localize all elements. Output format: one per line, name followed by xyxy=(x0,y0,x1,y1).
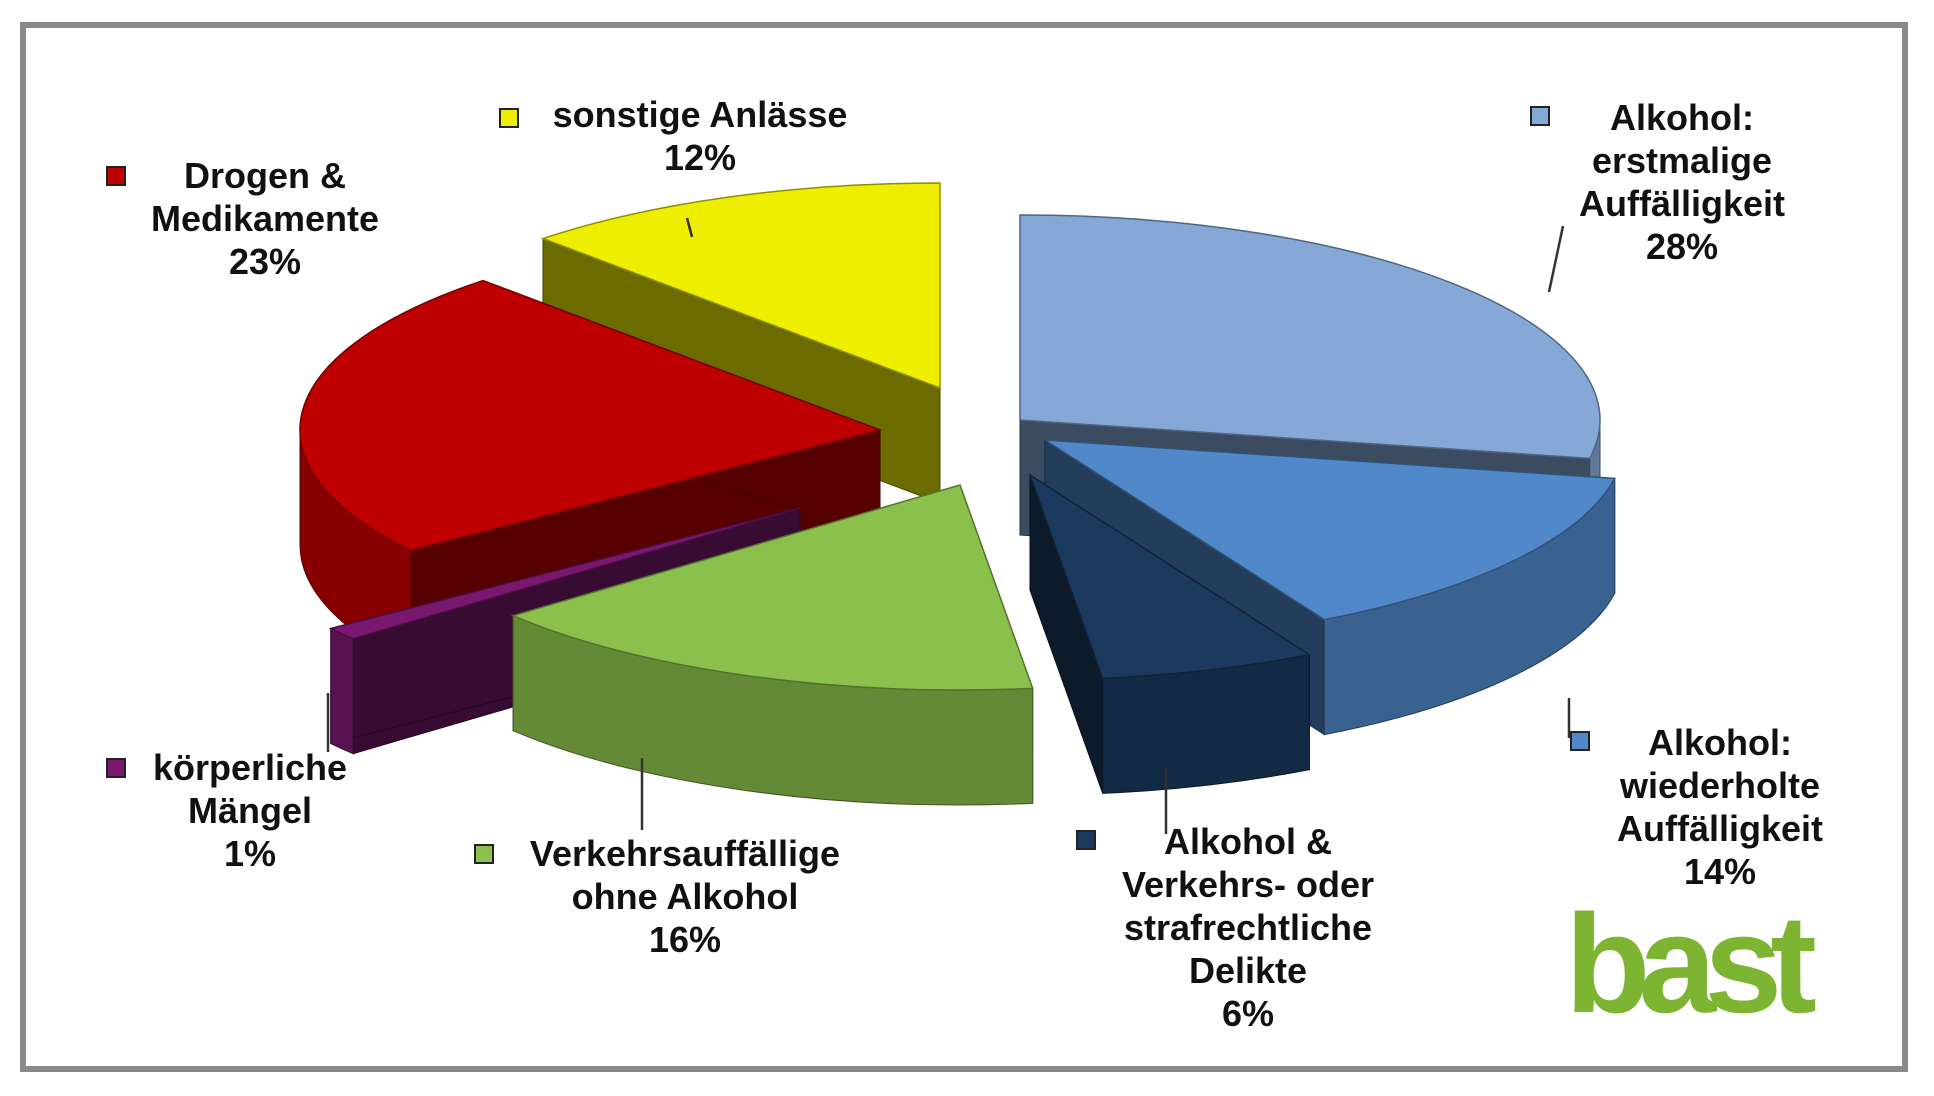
slice-label-3: Verkehrsauffällige ohne Alkohol 16% xyxy=(530,833,840,960)
slice-label-4-line-0: körperliche xyxy=(153,747,347,788)
slice-6-top xyxy=(540,182,941,390)
slice-label-4-line-2: 1% xyxy=(224,833,276,874)
slice-label-5-line-2: 23% xyxy=(229,241,301,282)
slice-label-2-line-0: Alkohol & xyxy=(1164,821,1332,862)
slice-label-3-line-0: Verkehrsauffällige xyxy=(530,833,840,874)
leader-lines xyxy=(326,217,1571,834)
slice-label-4-line-1: Mängel xyxy=(188,790,312,831)
slice-label-2-line-2: strafrechtliche xyxy=(1124,907,1372,948)
slice-label-6-line-1: 12% xyxy=(664,137,736,178)
slice-label-2-line-3: Delikte xyxy=(1189,950,1307,991)
slice-0-top xyxy=(1019,214,1601,460)
slice-4-wall xyxy=(330,627,354,755)
slice-3 xyxy=(510,484,1034,806)
slice-2-top xyxy=(1028,473,1312,680)
leader-line-0 xyxy=(1547,225,1565,293)
leader-line-6 xyxy=(685,217,694,238)
slice-label-3-line-1: ohne Alkohol xyxy=(572,876,799,917)
slice-label-1-line-3: 14% xyxy=(1684,851,1756,892)
slice-5-top xyxy=(299,279,883,552)
slice-label-4: körperliche Mängel 1% xyxy=(153,747,347,874)
slice-label-0-line-0: Alkohol: xyxy=(1610,97,1754,138)
slice-label-1: Alkohol: wiederholte Auffälligkeit 14% xyxy=(1617,722,1823,892)
pie-slices xyxy=(299,182,1616,806)
legend-marker-0 xyxy=(1530,106,1550,126)
slice-1 xyxy=(1044,439,1616,736)
legend-marker-5 xyxy=(106,166,126,186)
slice-label-2-line-4: 6% xyxy=(1222,993,1274,1034)
bast-logo: bast xyxy=(1565,885,1815,1042)
slice-label-2-line-1: Verkehrs- oder xyxy=(1122,864,1374,905)
slice-labels: Alkohol: erstmalige Auffälligkeit 28%Alkoho… xyxy=(106,94,1823,1034)
slice-label-5-line-0: Drogen & xyxy=(184,155,346,196)
slice-label-0: Alkohol: erstmalige Auffälligkeit 28% xyxy=(1579,97,1785,267)
slice-3-top xyxy=(510,484,1034,691)
slice-label-3-line-2: 16% xyxy=(649,919,721,960)
legend-marker-6 xyxy=(499,108,519,128)
slice-label-1-line-1: wiederholte xyxy=(1619,765,1820,806)
legend-marker-3 xyxy=(474,844,494,864)
slice-2 xyxy=(1028,473,1312,794)
slice-4-top xyxy=(328,507,801,640)
slice-1-top xyxy=(1044,439,1616,621)
slice-label-5: Drogen & Medikamente 23% xyxy=(151,155,379,282)
slice-label-2: Alkohol & Verkehrs- oder strafrechtliche De… xyxy=(1122,821,1374,1034)
slice-label-0-line-3: 28% xyxy=(1646,226,1718,267)
legend-marker-4 xyxy=(106,758,126,778)
slice-label-6: sonstige Anlässe 12% xyxy=(553,94,848,178)
slice-label-1-line-2: Auffälligkeit xyxy=(1617,808,1823,849)
slice-label-0-line-1: erstmalige xyxy=(1592,140,1772,181)
slice-label-6-line-0: sonstige Anlässe xyxy=(553,94,848,135)
legend-marker-1 xyxy=(1570,731,1590,751)
slice-label-1-line-0: Alkohol: xyxy=(1648,722,1792,763)
slice-5 xyxy=(299,279,883,667)
slice-label-0-line-2: Auffälligkeit xyxy=(1579,183,1785,224)
legend-marker-2 xyxy=(1076,830,1096,850)
slice-label-5-line-1: Medikamente xyxy=(151,198,379,239)
